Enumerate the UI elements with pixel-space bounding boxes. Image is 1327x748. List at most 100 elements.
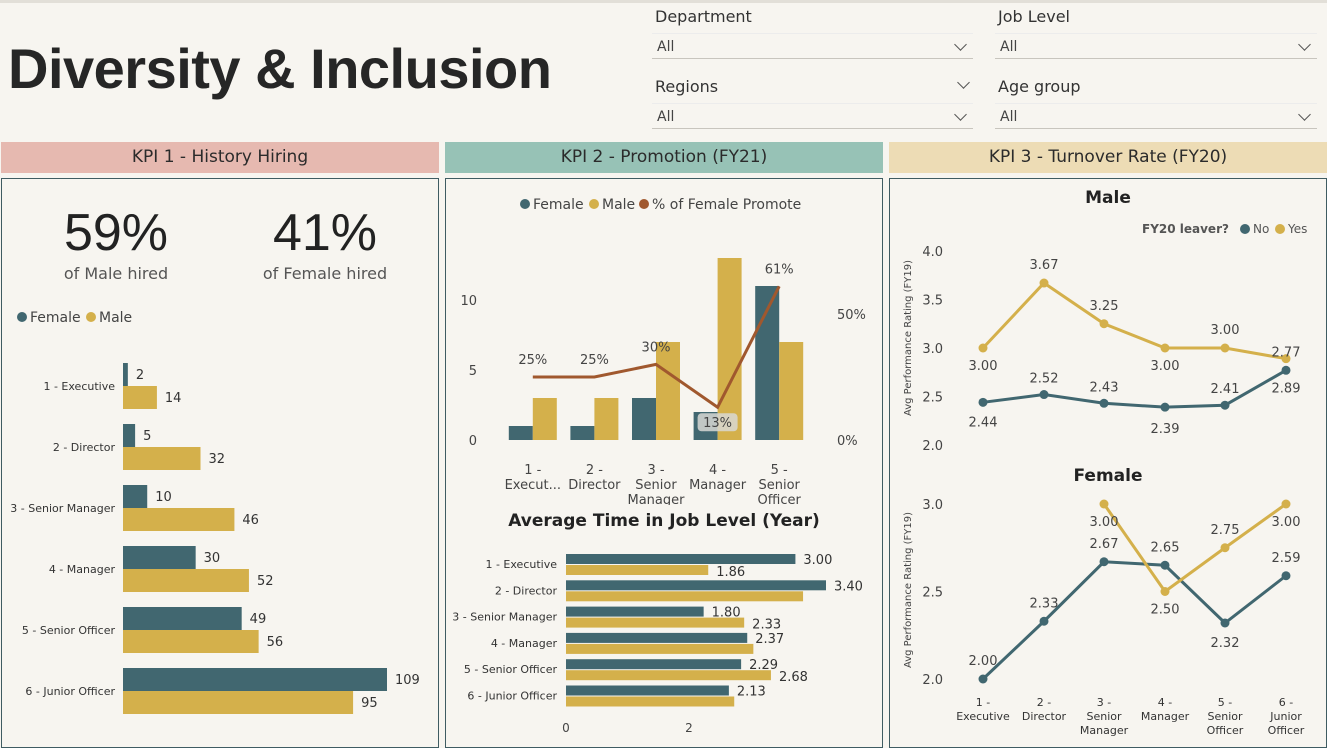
turnover-value-label: 2.00 xyxy=(969,654,998,669)
avg-label-female: 3.40 xyxy=(834,579,863,594)
promo-y-tick: 0 xyxy=(469,434,477,449)
hiring-label-male: 95 xyxy=(361,696,378,711)
promo-x-label: Execut... xyxy=(505,478,561,493)
page-title: Diversity & Inclusion xyxy=(8,37,552,100)
promo-x-label: Manager xyxy=(628,493,686,505)
turnover-value-label: 2.50 xyxy=(1151,603,1180,618)
turnover-line-no xyxy=(981,560,1287,681)
avg-label-female: 2.37 xyxy=(755,632,784,647)
turnover-y-tick: 4.0 xyxy=(922,245,943,260)
hiring-label-female: 49 xyxy=(250,612,267,627)
promo-pct-label: 61% xyxy=(765,262,794,277)
chevron-down-icon xyxy=(954,38,967,51)
regions-collapse-chevron-icon[interactable] xyxy=(957,76,970,89)
hiring-label-female: 10 xyxy=(155,490,172,505)
avg-time-title: Average Time in Job Level (Year) xyxy=(508,511,820,531)
hiring-category-label: 1 - Executive xyxy=(43,380,115,393)
job-level-dropdown[interactable]: All xyxy=(995,33,1317,59)
hiring-label-female: 5 xyxy=(143,429,151,444)
chevron-down-icon xyxy=(1298,38,1311,51)
hiring-bar-male xyxy=(123,569,249,592)
hiring-bar-female xyxy=(123,607,242,630)
turnover-x-label: Officer xyxy=(1268,724,1305,737)
regions-value: All xyxy=(657,109,675,125)
turnover-x-label: Senior xyxy=(1086,710,1122,723)
turnover-point-no xyxy=(1099,398,1109,408)
promo-bar-female xyxy=(508,426,533,440)
male-hired-pct: 59% xyxy=(63,204,169,262)
turnover-point-yes xyxy=(1220,543,1230,553)
turnover-value-label: 2.67 xyxy=(1090,537,1119,552)
legend-title: FY20 leaver? xyxy=(1142,222,1229,236)
turnover-y-tick: 3.5 xyxy=(922,294,943,309)
legend-male-marker xyxy=(86,312,96,322)
turnover-value-label: 3.00 xyxy=(969,359,998,374)
turnover-legend: FY20 leaver? No Yes xyxy=(1142,222,1307,236)
turnover-value-label: 3.00 xyxy=(1090,515,1119,530)
turnover-x-label: Officer xyxy=(1207,724,1244,737)
female-hired-pct: 41% xyxy=(272,204,378,262)
avg-bar-female xyxy=(566,685,729,696)
turnover-value-label: 2.32 xyxy=(1211,636,1240,651)
turnover-y-tick: 2.5 xyxy=(922,391,943,406)
turnover-value-label: 2.41 xyxy=(1211,382,1240,397)
turnover-x-label: Manager xyxy=(1080,724,1129,737)
turnover-line-yes xyxy=(1102,502,1287,594)
hiring-bar-male xyxy=(123,691,354,714)
male-y-axis-label: Avg Performance Rating (FY19) xyxy=(903,260,914,416)
avg-category-label: 3 - Senior Manager xyxy=(452,611,557,624)
turnover-value-label: 2.75 xyxy=(1211,523,1240,538)
avg-bar-female xyxy=(566,632,748,643)
regions-dropdown[interactable]: All xyxy=(652,103,973,129)
turnover-point-no xyxy=(1220,400,1230,410)
promo-y-tick: 10 xyxy=(460,294,477,309)
turnover-value-label: 2.89 xyxy=(1272,381,1301,396)
age-group-dropdown[interactable]: All xyxy=(995,103,1317,129)
promo-x-label: Officer xyxy=(758,493,802,505)
promo-pct-label-bg xyxy=(697,413,738,432)
avg-bar-female xyxy=(566,606,704,617)
promo-x-label: Senior xyxy=(758,478,800,493)
hiring-bar-female xyxy=(123,668,387,691)
legend-male-label: Male xyxy=(602,197,635,213)
turnover-x-label: 1 - xyxy=(976,696,990,709)
legend-male-label: Male xyxy=(99,310,132,326)
avg-bar-male xyxy=(566,696,735,707)
avg-label-female: 2.13 xyxy=(737,685,766,700)
turnover-x-label: 3 - xyxy=(1097,696,1111,709)
avg-bar-male xyxy=(566,617,745,628)
hiring-bar-male xyxy=(123,447,201,470)
promo-bar-female xyxy=(632,398,656,440)
avg-time-chart: Average Time in Job Level (Year) 1 - Exe… xyxy=(452,511,863,735)
filter-label-job-level: Job Level xyxy=(998,7,1070,26)
promo-y-tick: 5 xyxy=(469,364,477,379)
promo-y2-tick: 0% xyxy=(837,434,858,449)
turnover-value-label: 2.77 xyxy=(1272,346,1301,361)
filter-label-department: Department xyxy=(655,7,752,26)
turnover-x-label: Director xyxy=(1022,710,1067,723)
turnover-point-yes xyxy=(1039,278,1049,288)
hiring-category-label: 4 - Manager xyxy=(49,563,116,576)
avg-bar-female xyxy=(566,659,742,670)
hiring-label-female: 30 xyxy=(204,551,221,566)
legend-yes-marker xyxy=(1275,224,1285,234)
avg-label-male: 1.86 xyxy=(716,565,745,580)
turnover-x-label: 6 - xyxy=(1279,696,1293,709)
kpi3-header: KPI 3 - Turnover Rate (FY20) xyxy=(889,142,1327,173)
avg-label-male: 2.33 xyxy=(752,618,781,633)
turnover-value-label: 3.00 xyxy=(1211,323,1240,338)
turnover-x-label: Manager xyxy=(1141,710,1190,723)
turnover-point-no xyxy=(1281,571,1291,581)
promo-x-label: 2 - xyxy=(586,463,603,478)
legend-yes-label: Yes xyxy=(1287,222,1307,236)
hiring-bar-male xyxy=(123,630,259,653)
turnover-point-no xyxy=(1160,402,1170,412)
turnover-value-label: 2.59 xyxy=(1272,551,1301,566)
legend-female-label: Female xyxy=(30,310,81,326)
hiring-label-male: 56 xyxy=(267,635,284,650)
avg-bar-male xyxy=(566,591,804,602)
avg-x-tick: 2 xyxy=(685,721,693,735)
promo-bar-male xyxy=(779,342,804,440)
department-dropdown[interactable]: All xyxy=(652,33,973,59)
promo-x-label: Senior xyxy=(635,478,677,493)
